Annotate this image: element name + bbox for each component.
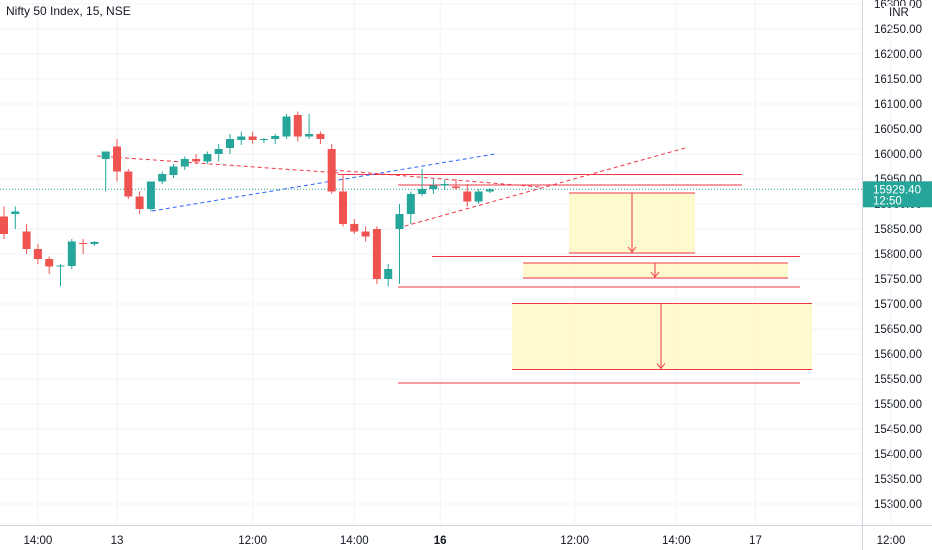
- y-tick-label: 15700.00: [874, 299, 922, 311]
- y-tick-label: 15800.00: [874, 249, 922, 261]
- target-zone[interactable]: [512, 303, 812, 370]
- candle-body[interactable]: [192, 159, 201, 162]
- candle-body[interactable]: [474, 191, 483, 202]
- candle-body[interactable]: [339, 191, 347, 225]
- trendline[interactable]: [397, 147, 686, 229]
- candle-body[interactable]: [79, 243, 88, 244]
- target-arrow-head: [656, 363, 666, 370]
- y-tick-label: 15600.00: [874, 349, 922, 361]
- x-tick-label: 12:00: [238, 535, 267, 547]
- x-tick-label: 17: [749, 535, 762, 547]
- candle-body[interactable]: [350, 224, 359, 232]
- x-tick-label: 12:00: [560, 535, 589, 547]
- x-tick-label: 13: [111, 535, 124, 547]
- candle-body[interactable]: [248, 136, 257, 141]
- candle-body[interactable]: [395, 214, 404, 229]
- y-tick-label: 15750.00: [874, 274, 922, 286]
- y-tick-label: 16100.00: [874, 99, 922, 111]
- candle-body[interactable]: [316, 134, 325, 139]
- y-tick-label: 16200.00: [874, 49, 922, 61]
- candle-body[interactable]: [214, 149, 223, 154]
- target-arrow-head: [650, 271, 660, 278]
- y-tick-label: 15850.00: [874, 224, 922, 236]
- candle-body[interactable]: [158, 174, 167, 182]
- candle-body[interactable]: [67, 241, 76, 267]
- y-tick-label: 15350.00: [874, 474, 922, 486]
- candle-body[interactable]: [90, 242, 99, 244]
- price-axis[interactable]: [862, 0, 932, 550]
- x-tick-label: 14:00: [340, 535, 369, 547]
- x-tick-label: 16: [434, 535, 447, 547]
- candle-body[interactable]: [327, 149, 336, 192]
- candle-body[interactable]: [203, 154, 212, 162]
- candle-body[interactable]: [452, 186, 460, 189]
- candle-body[interactable]: [226, 139, 234, 148]
- candle-body[interactable]: [406, 194, 415, 214]
- candle-body[interactable]: [169, 166, 178, 176]
- candle-body[interactable]: [418, 189, 427, 194]
- y-tick-label: 15550.00: [874, 374, 922, 386]
- candle-body[interactable]: [33, 249, 42, 259]
- candle-body[interactable]: [440, 184, 449, 186]
- y-tick-label: 16300.00: [874, 0, 922, 11]
- y-tick-label: 16000.00: [874, 149, 922, 161]
- currency-label-bg: [884, 6, 912, 19]
- candle-body[interactable]: [180, 159, 189, 167]
- candle-body[interactable]: [146, 181, 155, 210]
- candle-body[interactable]: [113, 146, 121, 172]
- trendline[interactable]: [96, 155, 341, 174]
- bar-countdown: 12:50: [873, 195, 902, 207]
- candle-body[interactable]: [237, 136, 246, 141]
- chart-title: Nifty 50 Index, 15, NSE: [6, 4, 131, 18]
- target-arrow-head: [627, 246, 637, 253]
- trendline[interactable]: [151, 153, 496, 212]
- candle-body[interactable]: [135, 196, 144, 210]
- y-tick-label: 16150.00: [874, 74, 922, 86]
- candle-body[interactable]: [429, 185, 438, 190]
- candle-body[interactable]: [22, 231, 31, 250]
- candle-body[interactable]: [372, 229, 381, 279]
- candle-body[interactable]: [384, 269, 393, 279]
- y-tick-label: 15450.00: [874, 424, 922, 436]
- y-tick-label: 15400.00: [874, 449, 922, 461]
- candle-body[interactable]: [463, 191, 472, 202]
- candle-body[interactable]: [11, 211, 20, 215]
- candle-body[interactable]: [305, 134, 314, 137]
- candle-body[interactable]: [259, 139, 268, 140]
- x-tick-label: 12:00: [877, 535, 906, 547]
- x-tick-label: 14:00: [662, 535, 691, 547]
- candle-body[interactable]: [293, 115, 302, 137]
- candle-body[interactable]: [45, 259, 54, 267]
- candle-body[interactable]: [282, 116, 291, 137]
- y-tick-label: 16050.00: [874, 124, 922, 136]
- candle-body[interactable]: [485, 189, 494, 192]
- currency-label: INR: [889, 7, 909, 19]
- candle-body[interactable]: [124, 171, 133, 197]
- candle-body[interactable]: [56, 265, 65, 267]
- y-tick-label: 15500.00: [874, 399, 922, 411]
- candle-body[interactable]: [0, 216, 8, 235]
- last-price-tag[interactable]: [863, 181, 932, 208]
- y-tick-label: 16250.00: [874, 24, 922, 36]
- y-tick-label: 15300.00: [874, 499, 922, 511]
- y-tick-label: 15650.00: [874, 324, 922, 336]
- candle-body[interactable]: [271, 136, 280, 139]
- candle-body[interactable]: [361, 231, 370, 237]
- candle-body[interactable]: [101, 151, 110, 160]
- last-price-value: 15929.40: [873, 184, 921, 196]
- x-tick-label: 14:00: [24, 535, 53, 547]
